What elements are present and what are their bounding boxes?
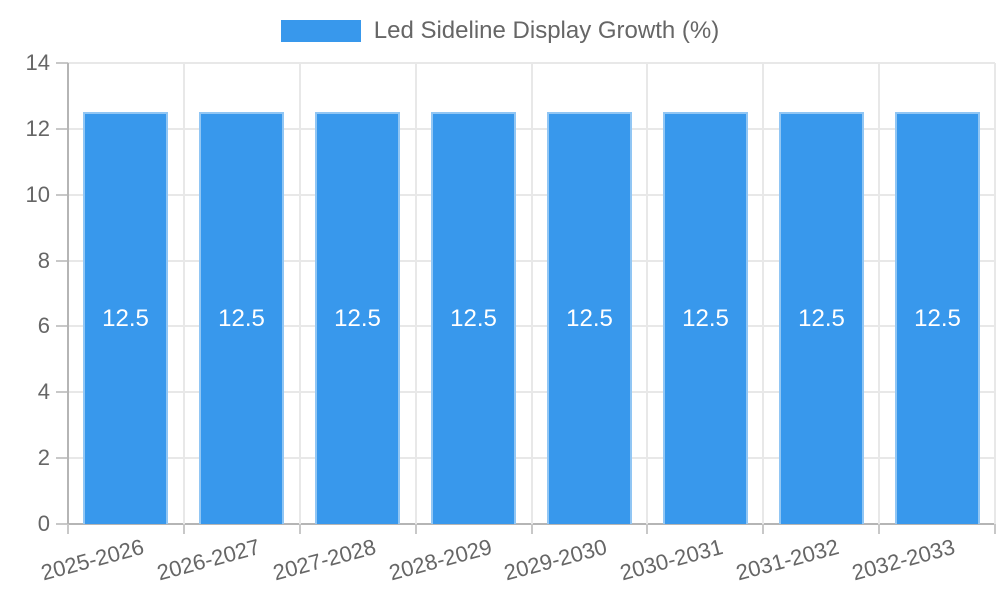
bar[interactable]: 12.5 (779, 112, 864, 524)
bar[interactable]: 12.5 (199, 112, 284, 524)
y-axis-tick-mark (56, 194, 68, 196)
gridline-vertical (646, 63, 648, 524)
x-axis-tick-mark (67, 524, 69, 534)
gridline-vertical (531, 63, 533, 524)
y-axis-tick-label: 4 (37, 379, 50, 404)
x-axis-tick-mark (994, 524, 996, 534)
x-axis-tick-mark (762, 524, 764, 534)
bar-value-label: 12.5 (682, 305, 729, 332)
bar-value-label: 12.5 (102, 305, 149, 332)
gridline-vertical (183, 63, 185, 524)
bar[interactable]: 12.5 (315, 112, 400, 524)
x-axis-tick-mark (878, 524, 880, 534)
y-axis-tick-mark (56, 128, 68, 130)
bar[interactable]: 12.5 (895, 112, 980, 524)
y-axis-tick-mark (56, 325, 68, 327)
gridline-vertical (762, 63, 764, 524)
x-axis-tick-mark (646, 524, 648, 534)
y-axis-tick-label: 0 (37, 511, 50, 536)
x-axis-tick-mark (299, 524, 301, 534)
gridline-vertical (67, 63, 69, 524)
bar-value-label: 12.5 (914, 305, 961, 332)
y-axis-tick-label: 12 (25, 116, 50, 141)
y-axis-tick-mark (56, 523, 68, 525)
gridline-vertical (299, 63, 301, 524)
y-axis-tick-mark (56, 260, 68, 262)
x-axis-tick-mark (415, 524, 417, 534)
y-axis-tick-label: 14 (25, 50, 50, 75)
bar-value-label: 12.5 (334, 305, 381, 332)
legend[interactable]: Led Sideline Display Growth (%) (0, 18, 1000, 44)
bar-value-label: 12.5 (798, 305, 845, 332)
y-axis-tick-mark (56, 391, 68, 393)
bar[interactable]: 12.5 (83, 112, 168, 524)
y-axis-tick-mark (56, 62, 68, 64)
bar-value-label: 12.5 (218, 305, 265, 332)
x-axis-tick-mark (531, 524, 533, 534)
bar[interactable]: 12.5 (431, 112, 516, 524)
bar[interactable]: 12.5 (663, 112, 748, 524)
y-axis-tick-label: 8 (37, 248, 50, 273)
y-axis-tick-label: 2 (37, 445, 50, 470)
x-axis-tick-mark (183, 524, 185, 534)
gridline-vertical (415, 63, 417, 524)
bar-value-label: 12.5 (566, 305, 613, 332)
gridline-vertical (994, 63, 996, 524)
gridline-vertical (878, 63, 880, 524)
bar-value-label: 12.5 (450, 305, 497, 332)
bar[interactable]: 12.5 (547, 112, 632, 524)
legend-label: Led Sideline Display Growth (%) (373, 17, 720, 44)
y-axis-tick-label: 6 (37, 313, 50, 338)
legend-swatch-icon (280, 20, 361, 42)
y-axis-tick-mark (56, 457, 68, 459)
y-axis-tick-label: 10 (25, 182, 50, 207)
